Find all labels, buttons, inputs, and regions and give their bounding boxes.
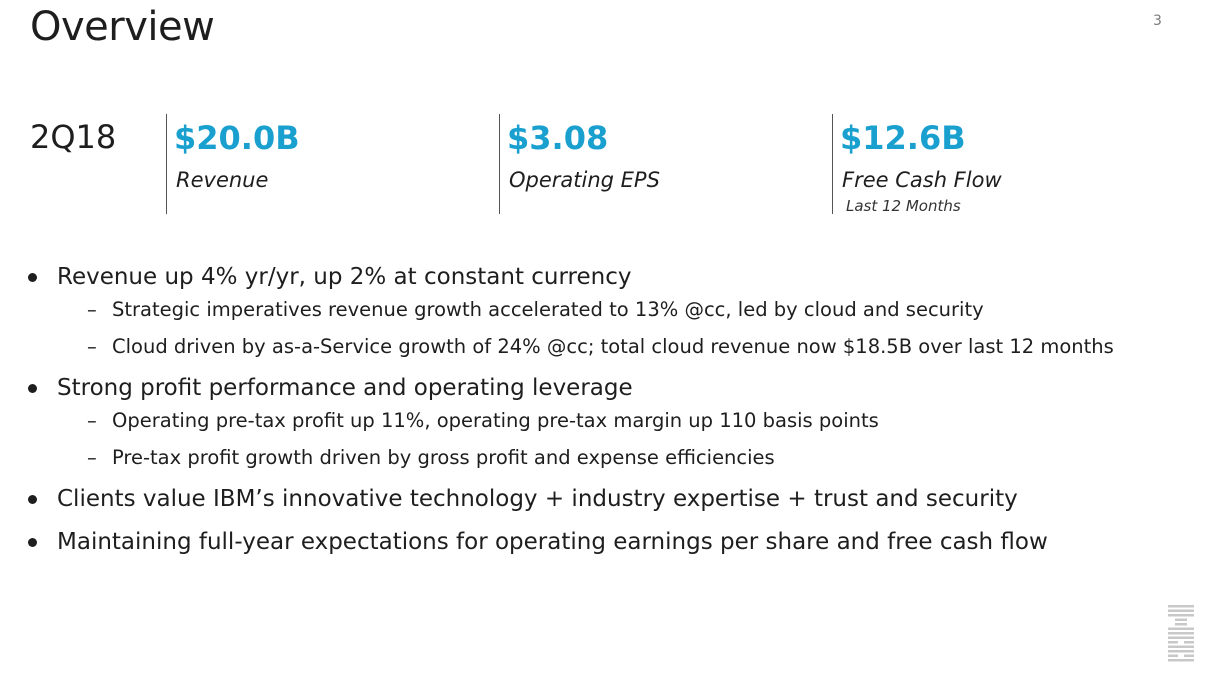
dash-icon: – xyxy=(87,446,97,469)
dash-icon: – xyxy=(87,335,97,358)
period-label: 2Q18 xyxy=(30,118,117,156)
ibm-logo-icon xyxy=(1168,605,1194,662)
bullet-list: Revenue up 4% yr/yr, up 2% at constant c… xyxy=(25,262,1205,570)
bullet-item: Maintaining full-year expectations for o… xyxy=(25,527,1205,557)
bullet-dot-icon xyxy=(28,384,37,393)
bullet-text: Maintaining full-year expectations for o… xyxy=(57,529,1048,555)
metric-value: $20.0B xyxy=(174,119,300,157)
sub-bullet-item: – Operating pre-tax profit up 11%, operat… xyxy=(57,408,1205,434)
bullet-dot-icon xyxy=(28,495,37,504)
metric-free-cash-flow: $12.6B Free Cash Flow Last 12 Months xyxy=(832,114,1002,215)
bullet-dot-icon xyxy=(28,273,37,282)
sub-bullet-text: Pre-tax profit growth driven by gross pr… xyxy=(112,446,775,469)
sub-bullet-list: – Operating pre-tax profit up 11%, operat… xyxy=(57,408,1205,471)
metric-label: Free Cash Flow xyxy=(842,168,1002,192)
dash-icon: – xyxy=(87,298,97,321)
sub-bullet-text: Operating pre-tax profit up 11%, operati… xyxy=(112,409,879,432)
metric-value: $12.6B xyxy=(840,119,966,157)
dash-icon: – xyxy=(87,409,97,432)
bullet-item: Strong profit performance and operating … xyxy=(25,373,1205,471)
sub-bullet-item: – Cloud driven by as-a-Service growth of … xyxy=(57,334,1205,360)
bullet-dot-icon xyxy=(28,538,37,547)
slide-title: Overview xyxy=(30,4,215,50)
bullet-text: Strong profit performance and operating … xyxy=(57,375,633,401)
metric-eps: $3.08 Operating EPS xyxy=(499,114,660,214)
sub-bullet-item: – Strategic imperatives revenue growth ac… xyxy=(57,297,1205,323)
sub-bullet-item: – Pre-tax profit growth driven by gross p… xyxy=(57,445,1205,471)
bullet-item: Clients value IBM’s innovative technolog… xyxy=(25,484,1205,514)
sub-bullet-text: Strategic imperatives revenue growth acc… xyxy=(112,298,984,321)
metric-revenue: $20.0B Revenue xyxy=(166,114,300,214)
metric-label: Revenue xyxy=(176,168,269,192)
bullet-text: Revenue up 4% yr/yr, up 2% at constant c… xyxy=(57,264,632,290)
sub-bullet-text: Cloud driven by as-a-Service growth of 2… xyxy=(112,335,1114,358)
page-number: 3 xyxy=(1153,13,1162,29)
sub-bullet-list: – Strategic imperatives revenue growth ac… xyxy=(57,297,1205,360)
metric-note: Last 12 Months xyxy=(846,197,961,215)
bullet-item: Revenue up 4% yr/yr, up 2% at constant c… xyxy=(25,262,1205,360)
bullet-text: Clients value IBM’s innovative technolog… xyxy=(57,486,1018,512)
metric-value: $3.08 xyxy=(507,119,609,157)
metric-label: Operating EPS xyxy=(509,168,660,192)
